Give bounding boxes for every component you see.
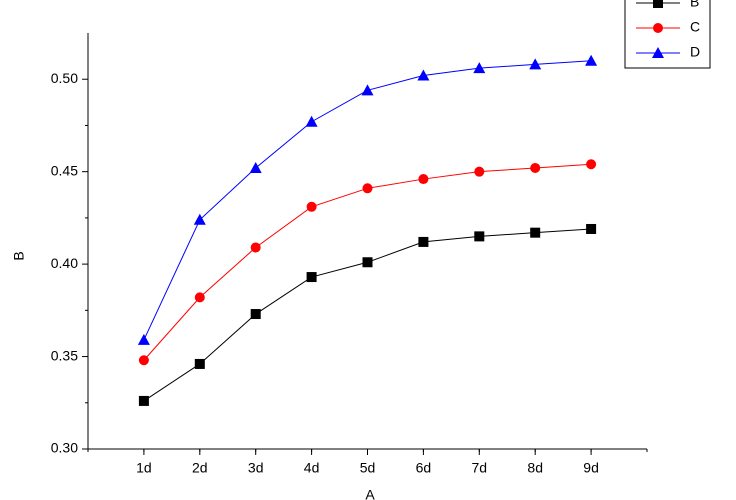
marker bbox=[306, 272, 317, 283]
marker bbox=[250, 242, 261, 253]
legend: BCD bbox=[624, 0, 711, 69]
x-tick-label: 2d bbox=[192, 460, 208, 476]
x-tick-label: 3d bbox=[248, 460, 264, 476]
marker bbox=[652, 47, 664, 58]
series-line bbox=[143, 60, 592, 341]
x-tick-label: 9d bbox=[583, 460, 599, 476]
y-tick-label: 0.35 bbox=[51, 347, 78, 363]
marker bbox=[586, 223, 597, 234]
marker bbox=[361, 84, 374, 96]
marker bbox=[417, 69, 430, 81]
marker bbox=[530, 162, 541, 173]
marker bbox=[418, 174, 429, 185]
x-tick-label: 4d bbox=[304, 460, 320, 476]
x-axis-label: A bbox=[365, 487, 375, 500]
marker bbox=[250, 309, 261, 320]
legend-label: C bbox=[690, 19, 700, 35]
y-tick-label: 0.45 bbox=[51, 162, 78, 178]
legend-box bbox=[624, 0, 711, 69]
marker bbox=[362, 257, 373, 268]
marker bbox=[529, 58, 542, 70]
marker bbox=[586, 159, 597, 170]
marker bbox=[194, 292, 205, 303]
marker bbox=[418, 236, 429, 247]
marker bbox=[138, 395, 149, 406]
marker bbox=[137, 333, 150, 345]
y-tick-label: 0.40 bbox=[51, 255, 78, 271]
y-axis-label: B bbox=[11, 251, 27, 260]
marker bbox=[193, 213, 206, 225]
x-tick-label: 7d bbox=[472, 460, 488, 476]
x-tick-label: 1d bbox=[136, 460, 152, 476]
legend-label: B bbox=[690, 0, 699, 10]
marker bbox=[530, 227, 541, 238]
marker bbox=[305, 115, 318, 127]
marker bbox=[474, 166, 485, 177]
legend-label: D bbox=[690, 44, 700, 60]
marker bbox=[585, 54, 598, 66]
x-tick-label: 8d bbox=[527, 460, 543, 476]
marker bbox=[653, 0, 663, 8]
marker bbox=[249, 161, 262, 173]
marker bbox=[474, 231, 485, 242]
y-tick-label: 0.50 bbox=[51, 70, 78, 86]
marker bbox=[653, 23, 663, 33]
y-tick-label: 0.30 bbox=[51, 440, 78, 456]
marker bbox=[306, 201, 317, 212]
marker bbox=[362, 183, 373, 194]
x-tick-label: 6d bbox=[416, 460, 432, 476]
x-tick-label: 5d bbox=[360, 460, 376, 476]
marker bbox=[138, 355, 149, 366]
marker bbox=[473, 62, 486, 74]
series-line bbox=[143, 228, 592, 402]
marker bbox=[194, 358, 205, 369]
